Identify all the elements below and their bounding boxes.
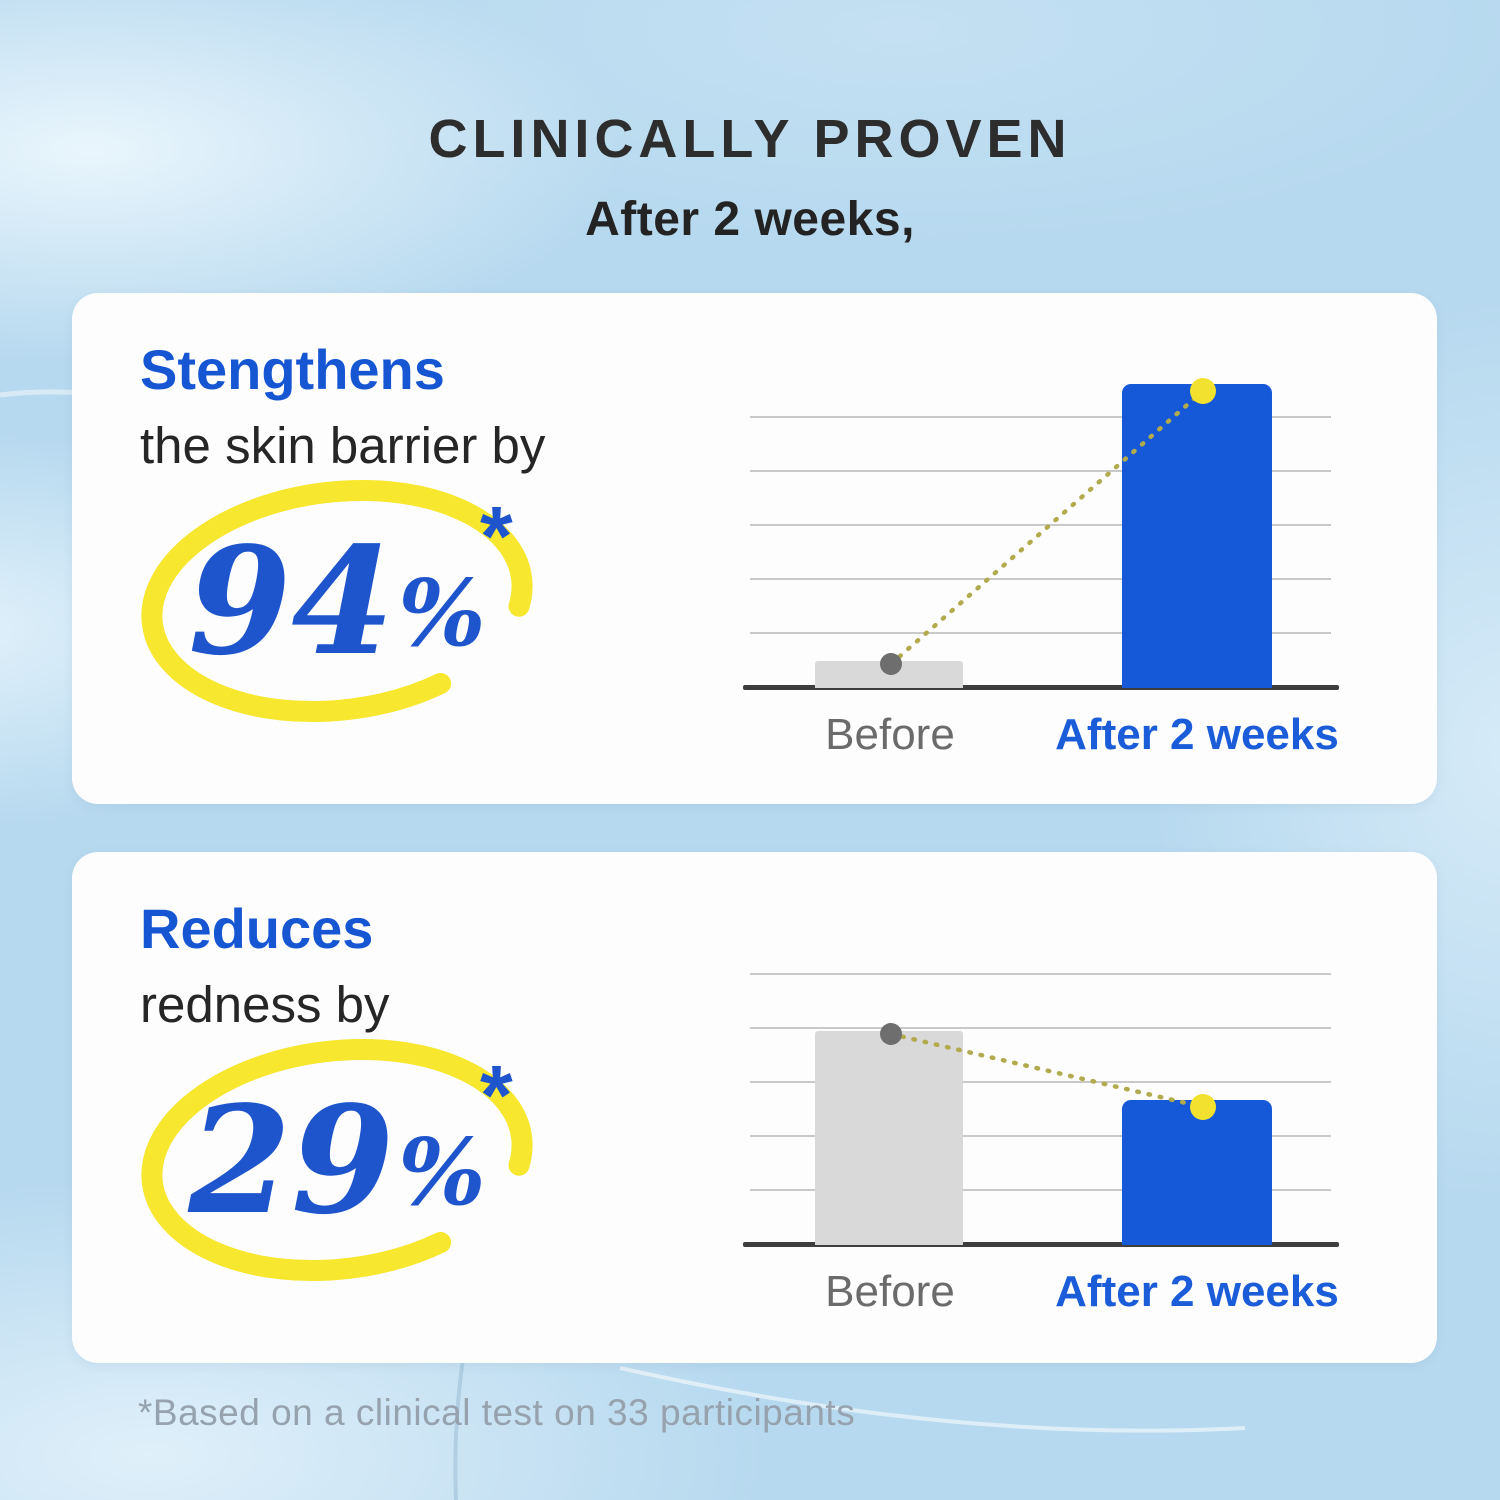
trend-line-svg [880,378,1216,675]
gridline [750,1135,1331,1137]
trend-dot-after [1190,1094,1216,1120]
axis-baseline [743,685,1339,690]
gridline [750,973,1331,975]
card1-stat-text: 94 % [132,476,542,726]
bar-after [1122,1100,1272,1245]
bar-before [815,1031,963,1245]
gridline [750,1027,1331,1029]
trend-dotted-line [888,388,1206,667]
trend-dot-before [880,1023,902,1045]
gridline [750,416,1331,418]
plot-area [743,968,1339,1247]
x-axis-labels: Before After 2 weeks [745,1267,1339,1327]
bar-after [1122,384,1272,688]
trend-dot-before [880,653,902,675]
card1-stat-value: 94 [188,514,395,688]
card1-headline: Stengthens the skin barrier by [140,332,545,484]
card1-stat-asterisk: * [480,489,513,583]
card1-headline-highlight: Stengthens [140,338,445,401]
footnote: *Based on a clinical test on 33 particip… [138,1392,856,1433]
card2-stat-text: 29 % [132,1035,542,1285]
gridline [750,1081,1331,1083]
gridline [750,524,1331,526]
x-axis-labels: Before After 2 weeks [745,710,1339,770]
x-label-after: After 2 weeks [1055,710,1339,759]
plot-area [743,376,1339,690]
page-subtitle: After 2 weeks, [585,193,915,246]
trend-line-svg [880,1023,1216,1120]
hand-drawn-circle-icon [141,1038,533,1282]
gridline [750,578,1331,580]
x-label-after: After 2 weeks [1055,1267,1339,1316]
card2-headline: Reduces redness by [140,891,389,1043]
card2-stat-asterisk: * [480,1048,513,1142]
gridline [750,470,1331,472]
card2-stat-unit: % [398,1118,486,1226]
card2-stat: 29 % * [132,1035,542,1285]
page-title: CLINICALLY PROVEN [428,109,1072,169]
trend-dot-after [1190,378,1216,404]
card1-headline-rest: the skin barrier by [140,417,546,474]
gridline [750,632,1331,634]
hand-drawn-circle-icon [141,479,533,723]
card1-stat: 94 % * [132,476,542,726]
card2-headline-rest: redness by [140,976,390,1033]
card1-stat-unit: % [398,559,486,667]
axis-baseline [743,1242,1339,1247]
x-label-before: Before [825,710,955,759]
trend-dotted-line [888,1031,1206,1110]
gridline [750,1189,1331,1191]
x-label-before: Before [825,1267,955,1316]
bar-chart-redness: Before After 2 weeks [743,968,1339,1333]
card2-stat-value: 29 [188,1073,395,1247]
card2-headline-highlight: Reduces [140,897,374,960]
bar-chart-skin-barrier: Before After 2 weeks [743,376,1339,776]
